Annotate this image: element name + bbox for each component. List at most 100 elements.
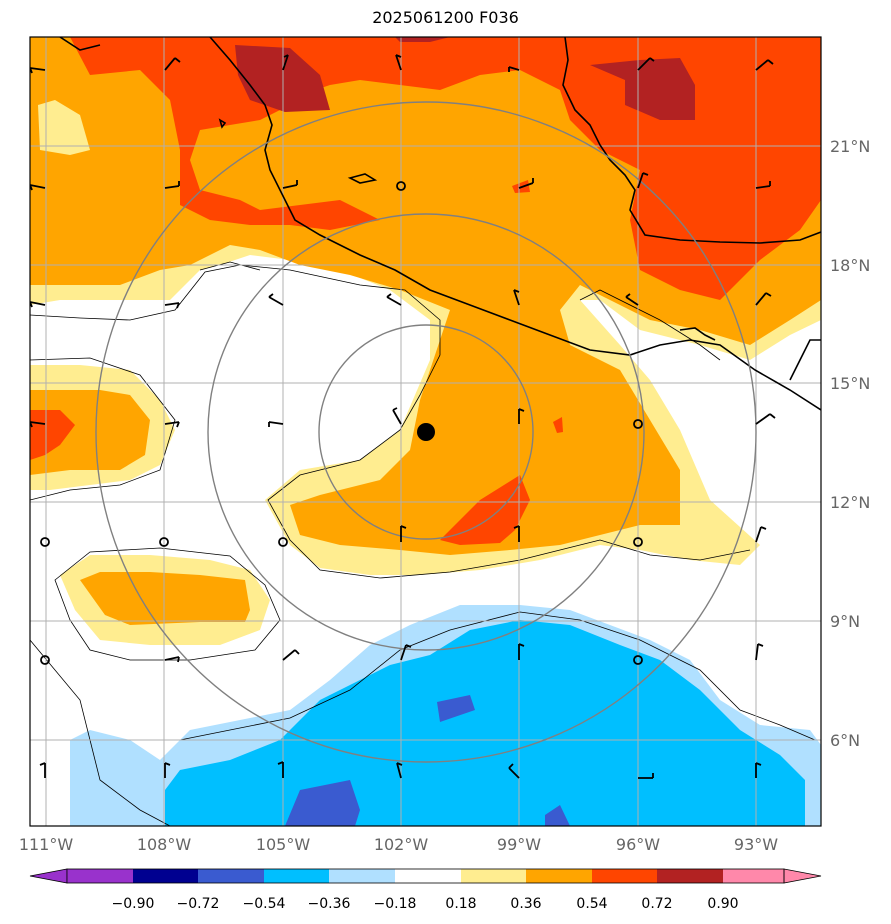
map-frame [29, 36, 822, 827]
calm-wind-circle [159, 537, 169, 547]
shade-small-red [553, 417, 563, 433]
colorbar-bin-5 [329, 869, 395, 883]
wind-barb [282, 649, 300, 661]
colorbar-bin-10 [657, 869, 723, 883]
range-rings [95, 101, 757, 763]
contours [30, 261, 816, 826]
calm-wind-circle [633, 537, 643, 547]
lon-label-96: 96°W [616, 835, 660, 854]
colorbar-label-5: −0.18 [374, 896, 417, 912]
lon-label-105: 105°W [256, 835, 311, 854]
wind-barb [755, 413, 776, 425]
range-ring-outer [95, 101, 757, 763]
plot-title: 2025061200 F036 [372, 8, 519, 27]
calm-wind-circle [40, 655, 50, 665]
colorbar-frame [66, 868, 785, 884]
shade-yellow-pocket-nw [38, 100, 90, 155]
wind-barb [164, 762, 171, 778]
shade-0.36-0.54 [30, 37, 821, 555]
colorbar-bin-8 [526, 869, 592, 883]
colorbar-bin-6 [395, 869, 461, 883]
lon-label-102: 102°W [374, 835, 429, 854]
wind-barb [400, 525, 407, 542]
calm-wind-circle [633, 419, 643, 429]
wind-barb [164, 57, 181, 71]
wind-barb [518, 643, 525, 660]
lon-label-111: 111°W [19, 835, 74, 854]
range-ring-inner [318, 324, 534, 540]
wind-barb [277, 761, 284, 778]
wind-barb [400, 644, 412, 661]
colorbar-label-7: 0.36 [510, 896, 541, 912]
wind-barb [755, 292, 772, 306]
colorbar-bin-9 [592, 869, 657, 883]
shade-neg-mid [165, 620, 805, 826]
colorbar: −0.90 −0.72 −0.54 −0.36 −0.18 0.18 0.36 … [29, 868, 822, 912]
shade-sw-orange [80, 572, 250, 625]
colorbar-label-9: 0.72 [641, 896, 672, 912]
wind-barb [268, 421, 284, 427]
wind-barb [638, 773, 654, 779]
colorbar-extend-low [29, 868, 68, 884]
colorbar-bin-7 [461, 869, 526, 883]
wind-barb [755, 526, 767, 543]
range-ring-middle [207, 213, 645, 651]
colorbar-label-3: −0.54 [243, 896, 286, 912]
colorbar-bin-4 [264, 869, 329, 883]
colorbar-label-1: −0.90 [112, 896, 155, 912]
lat-label-21: 21°N [830, 137, 870, 156]
shade-0.90-north-east [590, 58, 695, 120]
calm-wind-circle [396, 181, 406, 191]
colorbar-extend-high [783, 868, 822, 884]
lat-label-15: 15°N [830, 374, 870, 393]
wind-barb [755, 59, 774, 71]
coastlines [59, 37, 821, 411]
wind-barb [637, 57, 655, 71]
shade-0.90-top [395, 37, 450, 42]
shade-neg-deep-2 [437, 695, 475, 722]
shade-west-red [30, 410, 75, 460]
wind-barb [755, 762, 762, 778]
lon-label-108: 108°W [137, 835, 192, 854]
wind-barbs [30, 54, 776, 779]
colorbar-label-2: −0.72 [177, 896, 220, 912]
wind-barb [508, 66, 520, 72]
lat-label-9: 9°N [830, 612, 860, 631]
wind-barb [392, 407, 402, 425]
wind-barb [164, 181, 180, 189]
colorbar-label-10: 0.90 [707, 896, 738, 912]
wind-barb [268, 293, 284, 306]
colorbar-bin-3 [198, 869, 264, 883]
calm-wind-circle [40, 537, 50, 547]
wind-barb [518, 408, 525, 424]
wind-barb [39, 762, 46, 778]
wind-barb [395, 54, 402, 71]
lat-label-6: 6°N [830, 731, 860, 750]
shade-neg-deep-3 [545, 805, 570, 826]
wind-barb [513, 289, 520, 306]
wind-barb [164, 302, 180, 309]
wind-barb [513, 525, 520, 542]
colorbar-label-8: 0.54 [576, 896, 607, 912]
calm-wind-circle [278, 537, 288, 547]
lat-label-18: 18°N [830, 256, 870, 275]
wind-barb [164, 656, 180, 663]
wind-barb [282, 54, 289, 71]
wind-barb [755, 181, 771, 189]
wind-barb [386, 293, 402, 306]
longitude-labels: 111°W 108°W 105°W 102°W 99°W 96°W 93°W [19, 835, 778, 854]
map-plot-area [30, 37, 821, 826]
wind-barb [625, 293, 639, 306]
colorbar-label-6: 0.18 [445, 896, 476, 912]
wind-barb [518, 178, 534, 189]
wind-barb [396, 762, 403, 779]
shade-central-red [440, 475, 530, 545]
shade-neg-deep-1 [285, 780, 360, 826]
lon-label-93: 93°W [734, 835, 778, 854]
colorbar-bin-2 [133, 869, 198, 883]
wind-barb [637, 172, 649, 189]
lat-label-12: 12°N [830, 493, 870, 512]
colorbar-bin-11 [723, 869, 784, 883]
wind-barb [282, 180, 298, 189]
